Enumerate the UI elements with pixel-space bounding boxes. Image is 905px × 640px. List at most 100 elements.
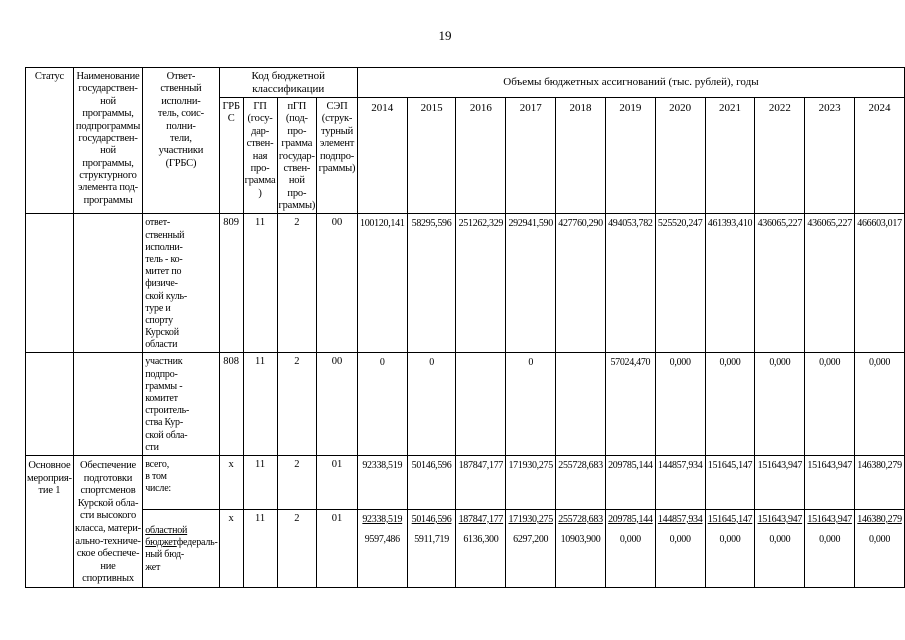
value-2024: 466603,017 xyxy=(854,213,905,354)
value-2016 xyxy=(455,352,507,456)
gp-code-cell: 11 xyxy=(242,213,278,354)
header-row-top: Статус Наименование государствен- ной пр… xyxy=(25,66,905,215)
col-header-volumes: Объемы бюджетных ассигнований (тыс. рубл… xyxy=(356,67,905,98)
gp-code-cell: 11 xyxy=(242,454,278,510)
value-2015: 58295,596 xyxy=(406,213,457,354)
value-2023: 151643,947 0,000 xyxy=(804,508,856,588)
federal-value: 5911,719 xyxy=(414,533,449,545)
col-header-executor: Ответ- ственный исполни- тель, соис- пол… xyxy=(142,66,220,215)
value-2023: 0,000 xyxy=(804,352,856,456)
sep-code-cell: 01 xyxy=(316,508,358,588)
executor-cell: участник подпро- граммы - комитет строит… xyxy=(142,352,220,456)
col-header-year-2022: 2022 xyxy=(754,96,806,215)
federal-value: 0,000 xyxy=(719,533,741,545)
federal-value: 0,000 xyxy=(819,533,841,545)
value-2024: 146380,279 0,000 xyxy=(854,508,905,588)
value-2014: 92338,519 9597,486 xyxy=(356,508,408,588)
status-cell-empty xyxy=(25,352,74,456)
col-header-pgp: пГП (под- про- грамма государ- ствен- но… xyxy=(276,96,318,215)
value-2023: 436065,227 xyxy=(804,213,856,354)
data-row-responsible-executor: ответ- ственный исполни- тель - ко- мите… xyxy=(25,213,905,354)
federal-value: 0,000 xyxy=(869,533,891,545)
federal-value: 9597,486 xyxy=(364,533,400,545)
oblast-value: 146380,279 xyxy=(857,513,902,525)
value-2014: 100120,141 xyxy=(356,213,408,354)
col-header-year-2017: 2017 xyxy=(505,96,557,215)
executor-cell-total: всего, в том числе: xyxy=(142,454,220,510)
gp-code-cell: 11 xyxy=(242,508,278,588)
grbs-code-cell: х xyxy=(218,508,244,588)
status-cell-main-activity: Основное мероприя- тие 1 xyxy=(25,454,74,588)
oblast-value: 151645,147 xyxy=(707,513,753,525)
value-2017: 171930,275 6297,200 xyxy=(505,508,557,588)
data-row-subprogram-participant: участник подпро- граммы - комитет строит… xyxy=(25,352,905,456)
col-header-year-2014: 2014 xyxy=(356,96,408,215)
executor-cell-budgets: областной бюджетфедераль- ный бюд- жет xyxy=(142,508,220,588)
name-cell-empty xyxy=(72,352,144,456)
oblast-value: 171930,275 xyxy=(508,513,553,525)
value-2021: 0,000 xyxy=(704,352,756,456)
value-2022: 151643,947 xyxy=(754,454,806,510)
sep-code-cell: 01 xyxy=(316,454,358,510)
value-2017: 292941,590 xyxy=(505,213,557,354)
value-2020: 525520,247 xyxy=(654,213,706,354)
value-2022: 151643,947 0,000 xyxy=(754,508,806,588)
pgp-code-cell: 2 xyxy=(276,352,318,456)
value-2019: 494053,782 xyxy=(604,213,656,354)
col-header-year-2020: 2020 xyxy=(654,96,706,215)
sep-code-cell: 00 xyxy=(316,352,358,456)
federal-value: 6297,200 xyxy=(513,533,549,545)
value-2016: 251262,329 xyxy=(455,213,507,354)
oblast-value: 50146,596 xyxy=(411,513,452,525)
value-2015: 0 xyxy=(406,352,457,456)
value-2021: 151645,147 xyxy=(704,454,756,510)
oblast-value: 151643,947 xyxy=(807,513,852,525)
value-2018: 255728,683 xyxy=(555,454,606,510)
value-2016: 187847,177 xyxy=(455,454,507,510)
name-cell-main-activity: Обеспечение подготовки спортсменов Курск… xyxy=(72,454,144,588)
col-header-year-2018: 2018 xyxy=(555,96,606,215)
oblast-value: 92338,519 xyxy=(362,513,403,525)
value-2015: 50146,596 xyxy=(406,454,457,510)
federal-budget-label: федераль- ный бюд- жет xyxy=(145,537,218,573)
value-2016: 187847,177 6136,300 xyxy=(455,508,507,588)
value-2024: 0,000 xyxy=(854,352,905,456)
value-2021: 461393,410 xyxy=(704,213,756,354)
value-2014: 92338,519 xyxy=(356,454,408,510)
col-header-sep: СЭП (струк- турный элемент подпро- грамм… xyxy=(316,96,358,215)
pgp-code-cell: 2 xyxy=(276,508,318,588)
federal-value: 0,000 xyxy=(619,533,641,545)
header-row-sub: ГРБ С ГП (госу- дар- ствен- ная про- гра… xyxy=(26,96,905,215)
value-2022: 436065,227 xyxy=(754,213,806,354)
oblast-budget-label: областной бюджет xyxy=(145,524,188,549)
value-2017: 171930,275 xyxy=(505,454,557,510)
col-header-year-2021: 2021 xyxy=(704,96,756,215)
value-2018: 255728,683 10903,900 xyxy=(555,508,606,588)
value-2024: 146380,279 xyxy=(854,454,905,510)
col-header-year-2015: 2015 xyxy=(406,96,457,215)
col-header-grbs: ГРБ С xyxy=(218,96,244,215)
value-2018 xyxy=(555,352,606,456)
budget-allocations-table: Статус Наименование государствен- ной пр… xyxy=(25,66,905,588)
value-2020: 0,000 xyxy=(654,352,706,456)
federal-value: 6136,300 xyxy=(463,533,499,545)
value-2019: 209785,144 0,000 xyxy=(604,508,656,588)
value-2020: 144857,934 xyxy=(654,454,706,510)
federal-value: 10903,900 xyxy=(560,533,601,545)
oblast-value: 255728,683 xyxy=(558,513,603,525)
col-header-budget-code: Код бюджетной классификации xyxy=(218,67,358,98)
col-header-year-2023: 2023 xyxy=(804,96,856,215)
col-header-year-2019: 2019 xyxy=(604,96,656,215)
pgp-code-cell: 2 xyxy=(276,454,318,510)
data-row-main-activity-budgets: областной бюджетфедераль- ный бюд- жет х… xyxy=(26,508,905,588)
value-2022: 0,000 xyxy=(754,352,806,456)
value-2019: 209785,144 xyxy=(604,454,656,510)
oblast-value: 151643,947 xyxy=(757,513,803,525)
oblast-value: 209785,144 xyxy=(608,513,653,525)
col-header-year-2016: 2016 xyxy=(455,96,507,215)
grbs-code-cell: х xyxy=(218,454,244,510)
page-number: 19 xyxy=(438,28,452,43)
value-2019: 57024,470 xyxy=(604,352,656,456)
federal-value: 0,000 xyxy=(769,533,791,545)
